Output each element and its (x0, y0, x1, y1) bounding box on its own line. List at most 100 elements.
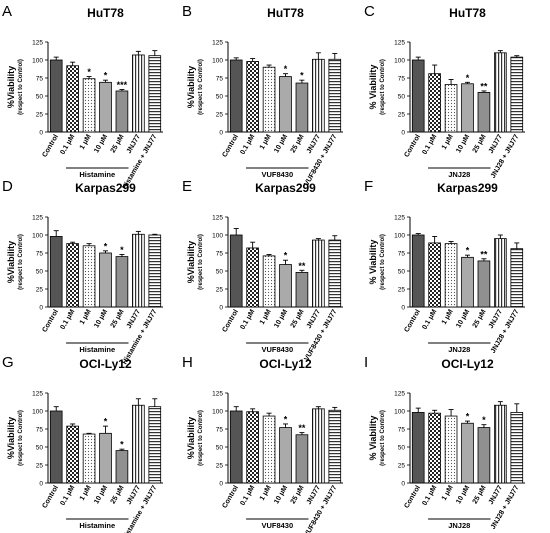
bar (82, 433, 96, 484)
y-tick-label: 0 (39, 129, 43, 136)
bar (312, 239, 325, 308)
bar (148, 406, 162, 484)
x-tick-label: VUF8430 + JNJ77 (303, 133, 338, 187)
bar (115, 450, 129, 484)
x-tick-label: 25 μM (110, 133, 126, 154)
x-tick-label: JNJ77 (306, 484, 322, 505)
y-tick-label: 0 (219, 304, 223, 311)
bar (494, 52, 507, 133)
bar (279, 76, 292, 133)
bar (295, 82, 309, 133)
x-tick-label: Control (403, 308, 422, 333)
y-tick-label: 100 (394, 232, 405, 239)
y-tick-label: 50 (36, 268, 44, 275)
bar (428, 242, 441, 308)
bar (246, 61, 259, 133)
y-tick-label: 75 (216, 426, 224, 433)
x-tick-label: Control (221, 484, 240, 509)
x-tick-label: 25 μM (290, 133, 306, 154)
x-tick-label: JNJ77 (306, 308, 322, 329)
bar (262, 255, 276, 308)
x-tick-label: Control (403, 133, 422, 158)
bar (246, 247, 259, 308)
bar (132, 233, 145, 308)
y-tick-label: 100 (212, 57, 223, 64)
x-tick-label: 10 μM (455, 133, 471, 154)
panel-title: Karpas299 (75, 181, 136, 195)
x-tick-label: JNJ77 (306, 133, 322, 154)
significance-marker: * (466, 73, 470, 83)
bar (115, 90, 129, 133)
y-tick-label: 25 (398, 286, 406, 293)
x-tick-label: 10 μM (455, 308, 471, 329)
y-tick-label: 50 (398, 268, 406, 275)
x-tick-label: 1 μM (441, 133, 455, 150)
x-tick-label: 25 μM (472, 133, 488, 154)
x-tick-label: Control (221, 308, 240, 333)
group-label: JNJ28 (448, 170, 470, 179)
x-tick-label: 0.1 μM (421, 484, 438, 507)
y-tick-label: 100 (32, 408, 43, 415)
y-tick-label: 75 (398, 75, 406, 82)
panel-I: I OCI-Ly12 % Viability (respect to Control)… (364, 354, 525, 531)
bar (279, 427, 292, 484)
y-tick-label: 0 (39, 480, 43, 487)
bar (295, 434, 309, 484)
y-axis-sublabel: (respect to Control) (380, 59, 386, 115)
group-label: VUF8430 (261, 345, 293, 354)
significance-marker: * (284, 64, 288, 74)
panel-C: C HuT78 % Viability (respect to Control) 0 25… (364, 3, 525, 180)
significance-marker: * (104, 241, 108, 251)
significance-marker: * (284, 251, 288, 261)
bar (132, 54, 145, 133)
x-tick-label: VUF8430 + JNJ77 (303, 484, 338, 533)
significance-marker: * (284, 414, 288, 424)
panel-H: H OCI-Ly12 %Viability (respect to Control) 0… (182, 354, 343, 533)
y-axis-sublabel: (respect to Control) (18, 234, 24, 290)
bar (148, 55, 162, 133)
x-tick-label: 1 μM (79, 484, 93, 501)
x-tick-label: 1 μM (79, 308, 93, 325)
bar (444, 243, 458, 308)
y-tick-label: 100 (394, 408, 405, 415)
y-axis-label: %Viability (186, 417, 196, 459)
x-tick-label: JNJ77 (126, 484, 142, 505)
panel-G: G OCI-Ly12 %Viability (respect to Control) 0… (2, 354, 163, 533)
y-tick-label: 100 (32, 232, 43, 239)
y-tick-label: 25 (36, 286, 44, 293)
x-tick-label: Control (221, 133, 240, 158)
x-tick-label: 0.1 μM (59, 133, 76, 156)
x-tick-label: 10 μM (93, 133, 109, 154)
y-tick-label: 0 (219, 129, 223, 136)
x-tick-label: 25 μM (290, 484, 306, 505)
x-tick-label: 1 μM (79, 133, 93, 150)
significance-marker: * (87, 67, 91, 77)
x-tick-label: JNJ77 (126, 133, 142, 154)
y-tick-label: 100 (394, 57, 405, 64)
bar (411, 412, 425, 484)
panel-label: F (364, 178, 373, 195)
panel-title: OCI-Ly12 (79, 357, 132, 371)
significance-marker: * (120, 245, 124, 255)
bar (82, 245, 96, 308)
y-tick-label: 25 (36, 111, 44, 118)
bar (461, 422, 474, 484)
significance-marker: ** (480, 249, 488, 259)
bar (461, 256, 474, 308)
y-tick-label: 50 (216, 444, 224, 451)
y-tick-label: 125 (394, 390, 405, 397)
panel-title: HuT78 (87, 6, 124, 20)
x-tick-label: 10 μM (273, 308, 289, 329)
y-tick-label: 50 (216, 93, 224, 100)
significance-marker: * (104, 417, 108, 427)
x-tick-label: 1 μM (441, 308, 455, 325)
y-tick-label: 100 (32, 57, 43, 64)
x-tick-label: 0.1 μM (239, 484, 256, 507)
y-tick-label: 125 (32, 390, 43, 397)
x-tick-label: 25 μM (110, 308, 126, 329)
x-tick-label: 0.1 μM (239, 133, 256, 156)
y-axis-label: %Viability (6, 66, 16, 108)
bar (295, 272, 309, 308)
y-tick-label: 125 (212, 39, 223, 46)
